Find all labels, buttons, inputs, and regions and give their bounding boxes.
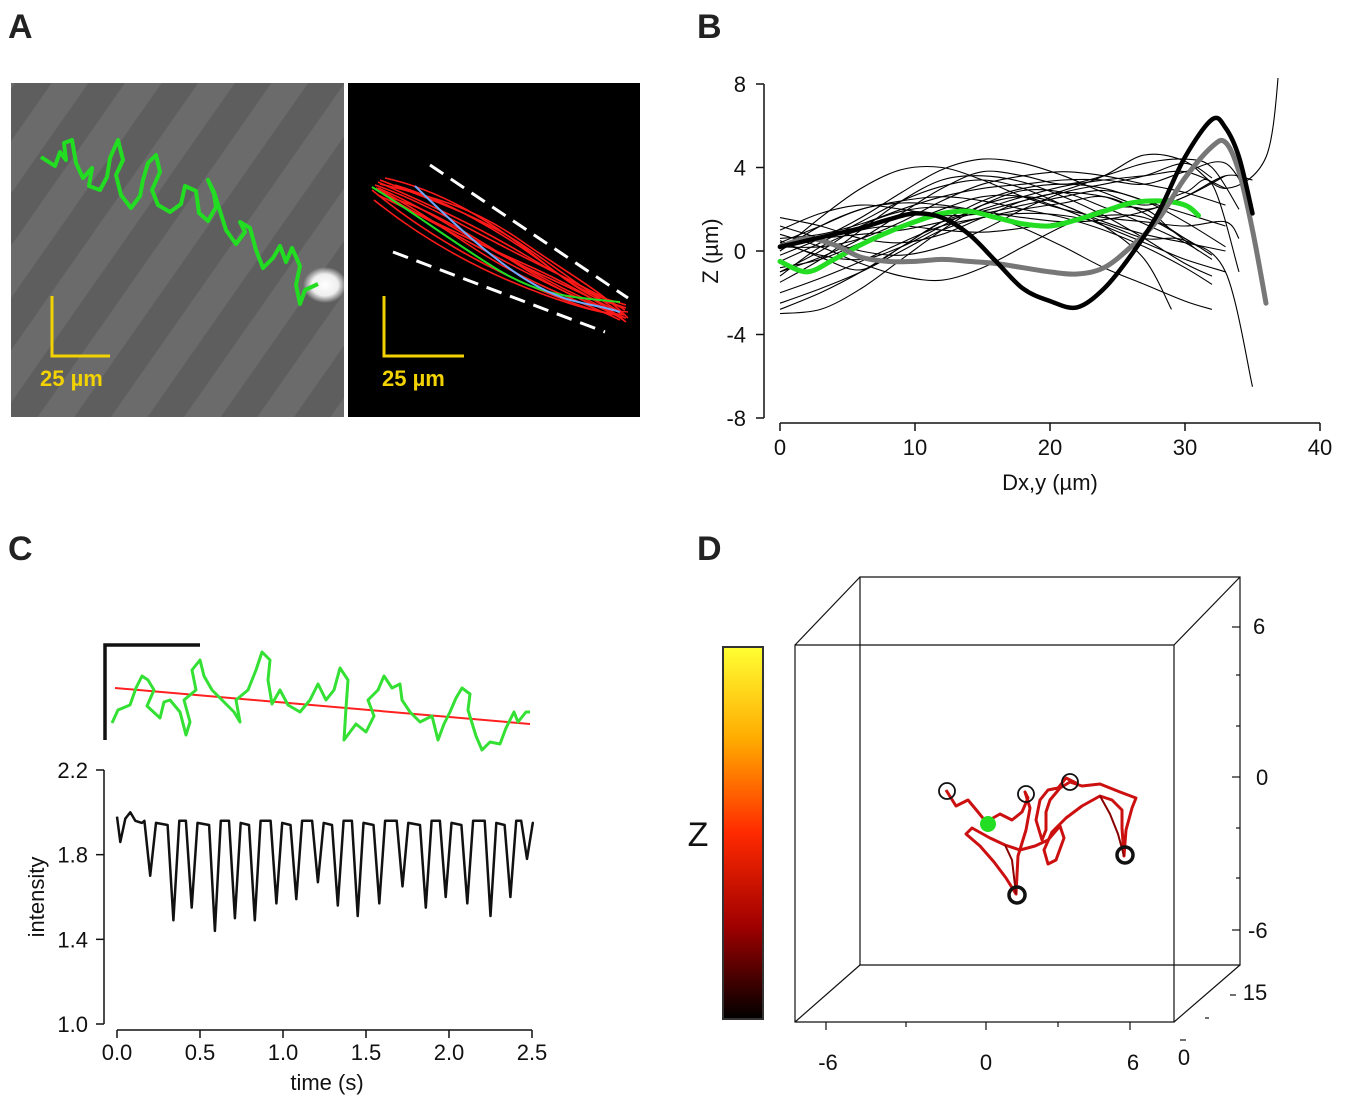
d-x-tick-minus6: -6 [818,1050,838,1075]
b-y-ticks: -8 -4 0 4 8 [726,72,764,431]
b-y-tick-label: 0 [734,239,746,264]
panel-label-a: A [8,8,33,46]
d-z-tick-0: 0 [1256,765,1268,790]
d-box [794,576,1241,1023]
panel-c: 1.0 1.4 1.8 2.2 0.0 0.5 1.0 1.5 2.0 2.5 intensit… [24,643,548,1095]
panel-d: Z 6 0 -6 -6 0 6 [688,576,1268,1075]
d-marker-5 [1115,845,1135,865]
b-x-tick-label: 40 [1308,435,1332,460]
d-z-ticks [1232,626,1240,931]
d-y-tick-15: 15 [1243,980,1267,1005]
b-trajectory-line [779,206,1199,282]
c-intensity-series [115,811,535,933]
b-trajectory-line [779,161,1253,240]
d-x-ticks [825,1022,1131,1030]
b-trajectory-line [779,188,1213,315]
d-marker-2 [1017,785,1035,803]
c-x-tick-label: 1.5 [351,1040,382,1065]
scale-bar-right [382,296,464,358]
c-scale-bar [103,643,200,740]
c-x-tick-label: 0.5 [185,1040,216,1065]
b-y-tick-label: -8 [726,406,746,431]
b-trajectory-line [779,175,1226,244]
b-x-tick-label: 30 [1173,435,1197,460]
c-y-tick-label: 1.4 [57,927,88,952]
b-x-tick-label: 20 [1038,435,1062,460]
d-x-tick-0: 0 [980,1050,992,1075]
b-y-tick-label: -4 [726,323,746,348]
b-y-tick-label: 8 [734,72,746,97]
c-y-tick-label: 1.0 [57,1012,88,1037]
b-series [777,115,1269,311]
b-trajectory-line [779,158,1240,273]
c-y-ticks: 1.0 1.4 1.8 2.2 [57,758,104,1037]
d-red-trajectory [944,776,1138,896]
blue-trajectory-overlay [414,185,621,313]
b-x-tick-label: 10 [903,435,927,460]
colorbar-label: Z [688,816,709,854]
green-trajectory-a [39,138,319,306]
panel-label-b: B [697,8,722,46]
dashed-bound-upper [429,163,629,300]
b-trajectory-line [779,195,1199,294]
c-y-tick-label: 1.8 [57,843,88,868]
c-y-tick-label: 2.2 [57,758,88,783]
c-x-tick-label: 0.0 [102,1040,133,1065]
c-fit-line [114,687,531,725]
c-y-label: intensity [24,857,49,938]
c-x-tick-label: 2.5 [517,1040,548,1065]
d-marker-1 [938,782,956,800]
dashed-bound-lower [392,250,606,334]
panel-label-c: C [8,530,33,568]
b-y-tick-label: 4 [734,156,746,181]
c-x-label: time (s) [290,1070,363,1095]
d-marker-3 [1061,773,1079,791]
d-marker-4 [1007,885,1027,905]
b-series-green [777,198,1201,275]
panel-a: 25 µm 25 µm [11,83,640,417]
d-z-tick-6: 6 [1253,614,1265,639]
b-trajectory-line [779,196,1172,310]
d-y-tick-0: 0 [1178,1045,1190,1070]
d-z-tick-minus6: -6 [1248,918,1268,943]
bright-spot [303,267,347,303]
scale-label-left: 25 µm [40,366,103,391]
d-start-point [980,816,996,832]
green-trajectory-overlay [371,186,621,303]
d-y-ticks [1180,994,1236,1041]
scale-bar-left [50,296,110,358]
colorbar [722,646,764,1020]
panel-b: -8 -4 0 4 8 0 10 20 30 40 Z (µm) Dx,y (µm) [698,72,1332,495]
d-red-trajectory-shadow [1004,795,1125,895]
scale-label-right: 25 µm [382,366,445,391]
b-trajectory-line [779,214,1213,277]
panel-label-d: D [697,530,722,568]
b-series-black [777,115,1255,311]
c-x-tick-label: 1.0 [268,1040,299,1065]
c-x-ticks: 0.0 0.5 1.0 1.5 2.0 2.5 [102,1030,548,1065]
d-x-tick-6: 6 [1127,1050,1139,1075]
b-trajectory-line [779,179,1226,262]
c-x-tick-label: 2.0 [434,1040,465,1065]
b-trajectory-line [779,175,1213,283]
b-trajectory-line [779,171,1226,248]
divider [344,83,348,417]
b-y-label: Z (µm) [698,218,723,283]
c-green-trajectory [110,650,530,752]
b-x-label: Dx,y (µm) [1002,470,1098,495]
b-series-gray [777,137,1269,306]
b-x-tick-label: 0 [774,435,786,460]
b-x-ticks: 0 10 20 30 40 [774,423,1332,460]
